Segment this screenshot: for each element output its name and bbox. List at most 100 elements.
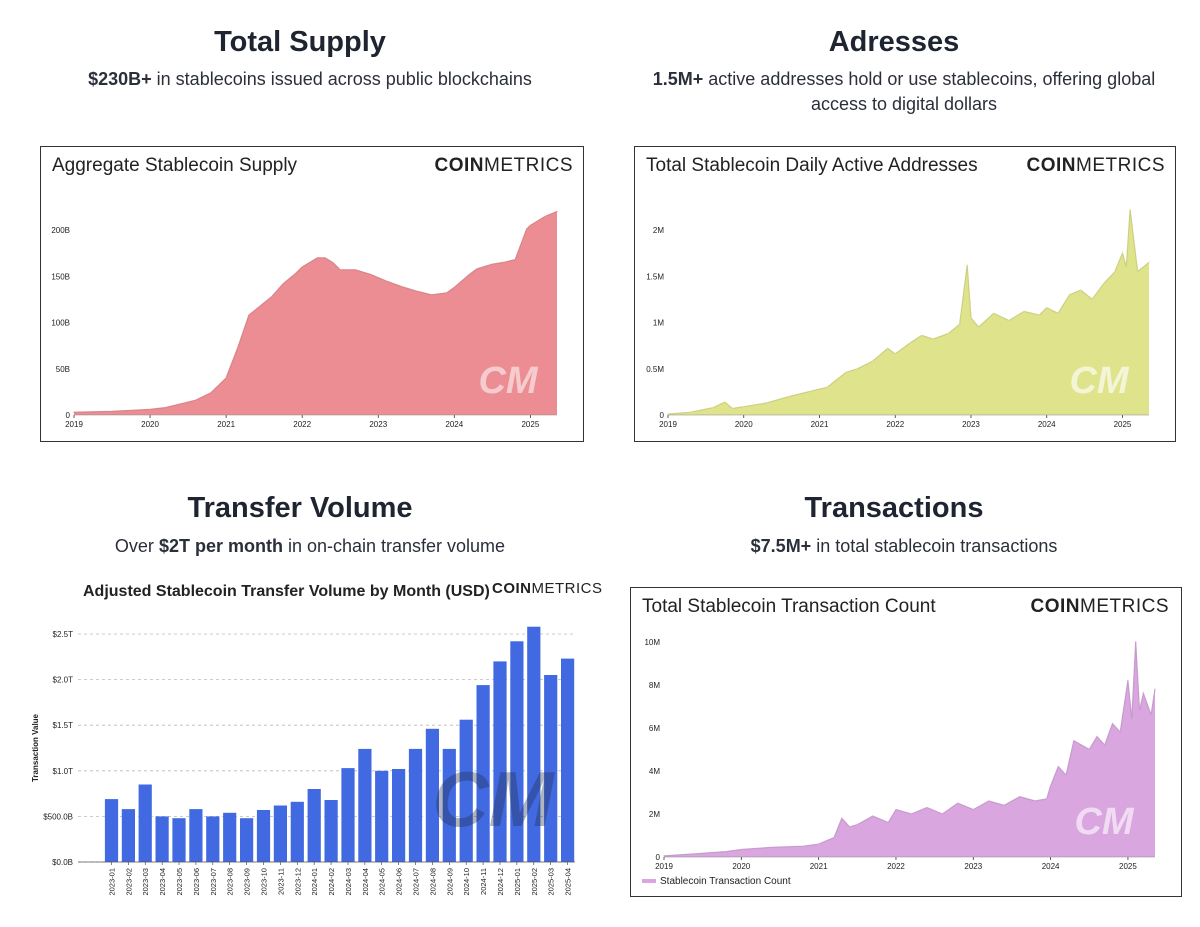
chart-frame: Aggregate Stablecoin Supply COINMETRICS … — [40, 146, 584, 442]
panel-transactions: Transactions $7.5M+ in total stablecoin … — [594, 464, 1194, 927]
data-point — [959, 323, 961, 325]
y-tick-label: $0.0B — [52, 858, 73, 867]
bar — [206, 816, 220, 862]
cm-watermark: CM — [478, 360, 538, 402]
data-point — [712, 407, 714, 409]
x-tick-label: 2024-07 — [412, 868, 421, 896]
x-tick-label: 2023-07 — [209, 868, 218, 896]
x-tick-label: 2025 — [1119, 862, 1137, 871]
data-point — [1046, 307, 1048, 309]
data-point — [1103, 283, 1105, 285]
x-tick-label: 2023-03 — [141, 868, 150, 896]
y-tick-label: 2M — [649, 810, 660, 819]
y-tick-label: 200B — [51, 226, 70, 235]
data-point — [225, 377, 227, 379]
logo-light: METRICS — [484, 155, 573, 176]
data-point — [1068, 294, 1071, 296]
data-point — [849, 826, 851, 828]
x-tick-label: 2024-02 — [327, 868, 336, 896]
data-point — [1088, 748, 1090, 750]
series-area — [74, 211, 557, 415]
y-tick-label: 1.5M — [646, 272, 664, 281]
x-tick-label: 2019 — [659, 420, 677, 429]
subheading-highlight: $230B+ — [88, 69, 152, 89]
data-point — [1150, 714, 1152, 716]
data-point — [1127, 679, 1129, 682]
data-point — [149, 408, 151, 410]
data-point — [526, 228, 528, 230]
y-tick-label: 4M — [649, 767, 660, 776]
coinmetrics-logo: COINMETRICS — [1027, 155, 1166, 177]
data-point — [324, 257, 326, 259]
x-tick-label: 2024-12 — [496, 868, 505, 896]
x-tick-label: 2020 — [735, 420, 753, 429]
panel-subheading: Over $2T per month in on-chain transfer … — [40, 534, 580, 559]
subheading-text: in on-chain transfer volume — [282, 536, 506, 556]
bar — [459, 719, 473, 862]
panel-heading: Adresses — [828, 26, 960, 58]
data-point — [887, 822, 889, 824]
y-tick-label: 0 — [656, 853, 661, 862]
data-point — [788, 395, 790, 398]
bar — [544, 675, 558, 862]
volume-chart-svg: $0.0B $500.0B $1.0T $1.5T $2.0T $2.5T Transact… — [31, 626, 575, 896]
data-point — [694, 853, 696, 855]
y-tick-label: 0 — [660, 411, 665, 420]
bar — [493, 661, 507, 862]
data-point — [1119, 731, 1121, 733]
data-point — [743, 406, 745, 408]
data-point — [871, 360, 874, 362]
data-point — [909, 342, 911, 344]
x-tick-label: 2024 — [1038, 420, 1056, 429]
subheading-prefix: Over — [114, 536, 159, 556]
data-point — [818, 843, 820, 845]
x-tick-label: 2025 — [1114, 420, 1132, 429]
x-tick-label: 2023-11 — [276, 868, 285, 895]
data-point — [468, 273, 471, 275]
data-point — [430, 294, 433, 296]
data-point — [856, 824, 858, 826]
x-tick-label: 2023-12 — [293, 868, 302, 896]
y-tick-label: 6M — [649, 724, 660, 733]
panel-heading: Total Supply — [214, 26, 386, 58]
data-point — [1046, 798, 1048, 800]
data-point — [514, 259, 516, 261]
data-point — [294, 273, 296, 275]
data-point — [73, 411, 75, 413]
bar — [155, 816, 169, 862]
chart-title: Total Stablecoin Transaction Count — [642, 596, 936, 617]
coinmetrics-logo: COINMETRICS — [435, 155, 574, 177]
y-tick-label: $1.0T — [53, 767, 74, 776]
y-tick-label: $500.0B — [43, 812, 73, 821]
data-point — [856, 368, 858, 370]
data-point — [236, 347, 239, 349]
data-point — [476, 268, 478, 270]
data-point — [1096, 735, 1098, 738]
data-point — [771, 846, 773, 848]
data-point — [895, 809, 897, 811]
data-point — [978, 326, 980, 328]
data-point — [894, 353, 896, 355]
data-point — [1111, 723, 1114, 725]
y-tick-label: 150B — [51, 272, 70, 281]
y-tick-label: 0.5M — [646, 365, 664, 374]
data-point — [370, 273, 372, 275]
logo-bold: COIN — [434, 155, 484, 176]
data-point — [724, 401, 726, 403]
transactions-chart-svg: 0 2M 4M 6M 8M 10M 2019 2020 2021 2022 2023 2024 2025… — [644, 638, 1156, 871]
chart-title: Aggregate Stablecoin Supply — [52, 155, 298, 176]
data-point — [316, 257, 318, 259]
x-tick-label: 2025-04 — [564, 868, 573, 896]
data-point — [811, 390, 813, 392]
bar — [104, 799, 119, 862]
bar — [290, 801, 304, 862]
data-point — [988, 800, 990, 802]
x-tick-label: 2023 — [369, 420, 387, 429]
coinmetrics-logo: COINMETRICS — [492, 580, 603, 597]
data-point — [970, 317, 972, 319]
data-point — [332, 261, 334, 263]
data-point — [667, 413, 669, 415]
chart-frame: Total Stablecoin Transaction Count COINM… — [630, 587, 1182, 897]
data-point — [111, 410, 113, 412]
x-tick-label: 2024-04 — [361, 868, 370, 896]
